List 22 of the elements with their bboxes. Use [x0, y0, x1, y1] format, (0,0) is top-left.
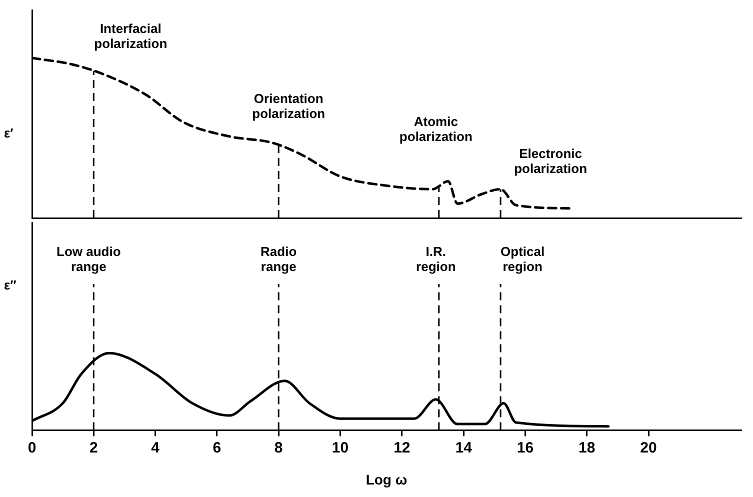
x-tick-label: 18 — [578, 439, 596, 456]
annotation: Electronic polarization — [514, 146, 588, 176]
x-tick-label: 20 — [640, 439, 657, 456]
annotation: Atomic polarization — [399, 114, 472, 144]
x-tick-label: 16 — [516, 439, 534, 456]
text: Optical region — [500, 244, 545, 274]
x-tick-label: 12 — [394, 439, 410, 456]
text: Radio range — [260, 244, 297, 274]
text: Low audio range — [56, 244, 121, 274]
x-tick-label: 2 — [89, 439, 98, 456]
x-tick-label: 14 — [455, 439, 473, 456]
x-tick-label: 10 — [332, 439, 349, 456]
annotation: Orientation polarization — [252, 91, 326, 122]
x-axis-title: Log ω — [366, 471, 408, 488]
text: Interfacial polarization — [94, 21, 168, 52]
x-tick-label: 6 — [212, 439, 222, 456]
text: I.R. region — [416, 244, 456, 274]
y-axis-title: ε′ — [4, 126, 14, 141]
y-axis-title: ε″ — [4, 278, 16, 293]
x-tick-label: 0 — [28, 439, 36, 456]
x-tick-label: 8 — [274, 439, 283, 456]
x-tick-label: 4 — [151, 439, 160, 456]
